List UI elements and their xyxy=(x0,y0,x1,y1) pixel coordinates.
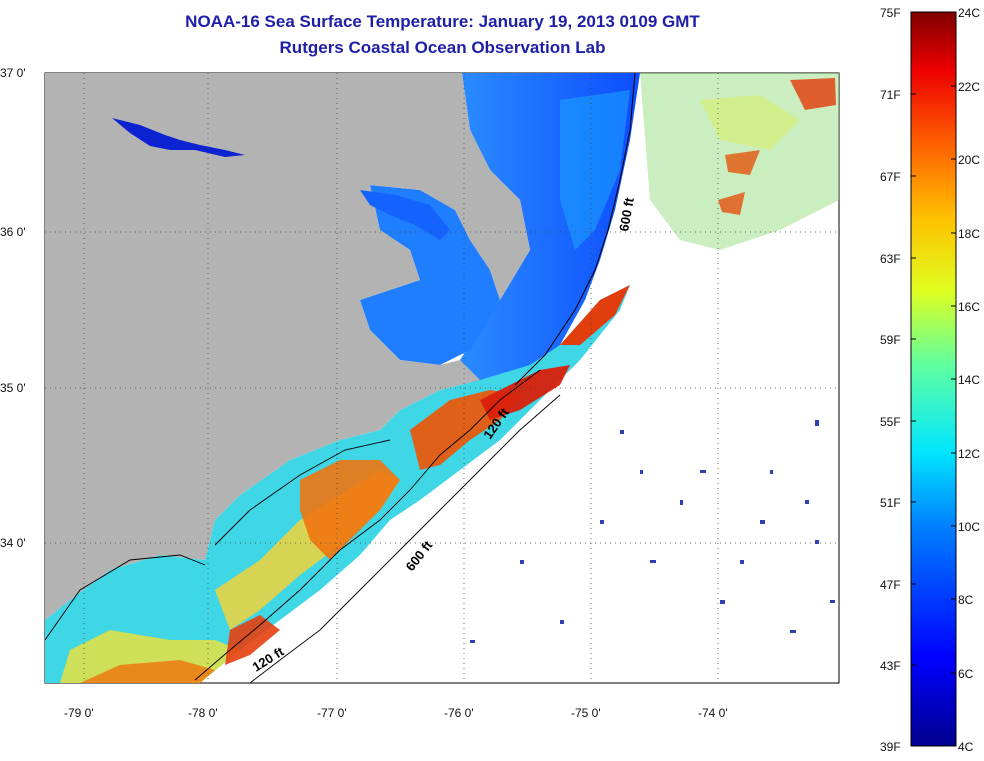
lon-label-74: -74 0' xyxy=(698,706,728,720)
lon-label-75: -75 0' xyxy=(571,706,601,720)
contour-label-600ft-north: 600 ft xyxy=(616,196,637,233)
colorbar-f-71: 71F xyxy=(880,88,901,102)
colorbar-f-67: 67F xyxy=(880,170,901,184)
colorbar-c-24: 24C xyxy=(958,6,981,20)
colorbar xyxy=(910,11,957,747)
colorbar-c-20: 20C xyxy=(958,153,981,167)
contour-120ft xyxy=(194,369,541,681)
colorbar-f-51: 51F xyxy=(880,496,901,510)
colorbar-ticks xyxy=(911,85,956,674)
contour-600ft-north xyxy=(514,73,636,386)
lon-label-76: -76 0' xyxy=(444,706,474,720)
gulf-stream-patches xyxy=(640,73,839,250)
colorbar-c-10: 10C xyxy=(958,520,981,534)
contour-600ft-south xyxy=(249,394,561,683)
colorbar-c-18: 18C xyxy=(958,227,981,241)
colorbar-c-12: 12C xyxy=(958,447,981,461)
grid-lines xyxy=(45,73,839,683)
lat-label-37: 37 0' xyxy=(0,66,26,80)
colorbar-f-39: 39F xyxy=(880,740,901,754)
lon-label-79: -79 0' xyxy=(64,706,94,720)
lat-label-34: 34 0' xyxy=(0,536,26,550)
colorbar-c-22: 22C xyxy=(958,80,981,94)
colorbar-f-47: 47F xyxy=(880,578,901,592)
colorbar-f-43: 43F xyxy=(880,659,901,673)
colorbar-c-4: 4C xyxy=(958,740,974,754)
colorbar-c-14: 14C xyxy=(958,373,981,387)
colorbar-f-75: 75F xyxy=(880,6,901,20)
colorbar-f-63: 63F xyxy=(880,252,901,266)
cloud-speckle xyxy=(470,420,835,643)
colorbar-c-8: 8C xyxy=(958,593,974,607)
lon-label-78: -78 0' xyxy=(188,706,218,720)
map-subtitle: Rutgers Coastal Ocean Observation Lab xyxy=(279,38,606,57)
colorbar-f-55: 55F xyxy=(880,415,901,429)
lat-label-35: 35 0' xyxy=(0,381,26,395)
land xyxy=(45,73,530,620)
lat-label-36: 36 0' xyxy=(0,225,26,239)
inland-river xyxy=(112,118,245,157)
colorbar-f-59: 59F xyxy=(880,333,901,347)
colorbar-c-6: 6C xyxy=(958,667,974,681)
lon-label-77: -77 0' xyxy=(317,706,347,720)
map-title: NOAA-16 Sea Surface Temperature: January… xyxy=(185,12,700,31)
colorbar-c-16: 16C xyxy=(958,300,981,314)
